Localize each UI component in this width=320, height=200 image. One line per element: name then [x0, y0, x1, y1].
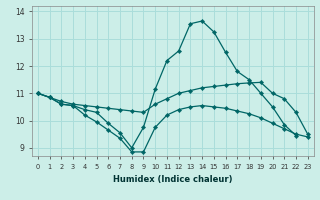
X-axis label: Humidex (Indice chaleur): Humidex (Indice chaleur) [113, 175, 233, 184]
